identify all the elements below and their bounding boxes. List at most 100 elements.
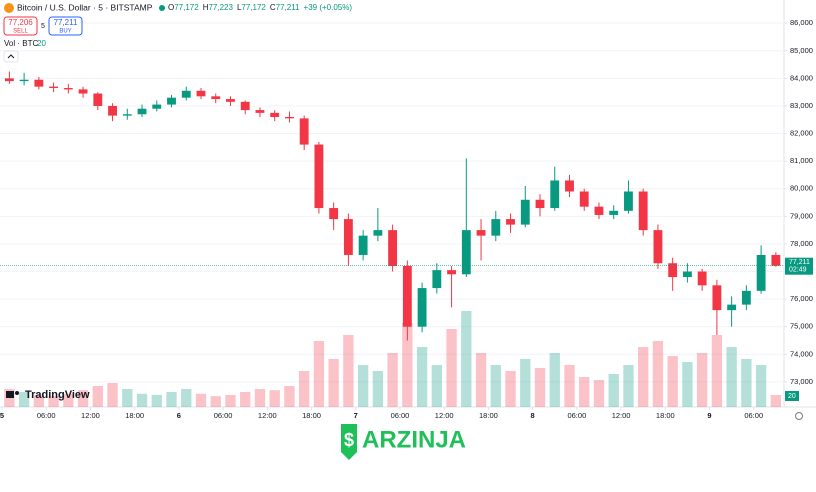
ohlc-key: L bbox=[237, 3, 242, 12]
candle-body bbox=[93, 93, 103, 106]
volume-bar bbox=[505, 371, 516, 407]
collapse-button[interactable] bbox=[3, 50, 19, 63]
candle-body bbox=[196, 90, 206, 97]
volume-bar bbox=[638, 347, 649, 407]
volume-bar bbox=[741, 359, 752, 407]
brand-shield bbox=[341, 424, 357, 460]
volume-bar bbox=[770, 395, 782, 407]
volume-bar bbox=[387, 353, 398, 407]
candle-body bbox=[417, 288, 427, 327]
x-tick-label: 12:00 bbox=[81, 411, 100, 420]
y-tick-label: 74,000 bbox=[790, 349, 813, 358]
volume-bar bbox=[77, 390, 89, 407]
ohlc-legend: O 77,172 H 77,223 L 77,172 C 77,211 +39 (+0.05%) bbox=[168, 3, 352, 12]
candle-body bbox=[771, 254, 781, 266]
volume-bar bbox=[313, 341, 325, 407]
volume-bar bbox=[33, 395, 45, 407]
volume-bar bbox=[520, 359, 531, 407]
x-tick-label: 6 bbox=[177, 411, 181, 420]
volume-bar bbox=[682, 362, 693, 407]
countdown-label: 02:49 bbox=[789, 267, 807, 274]
ohlc-key: C bbox=[270, 3, 276, 12]
volume-bar bbox=[195, 393, 207, 407]
plot-area bbox=[0, 22, 784, 407]
candle-body bbox=[624, 191, 633, 211]
volume-bar bbox=[122, 389, 133, 407]
volume-bar bbox=[755, 365, 767, 407]
volume-bar bbox=[328, 359, 339, 407]
candle-body bbox=[447, 270, 456, 275]
sell-price: 77,206 bbox=[8, 18, 33, 27]
tv-logo-mark bbox=[6, 391, 14, 398]
candle-body bbox=[358, 235, 368, 255]
volume-bar bbox=[461, 311, 472, 407]
spread: 5 bbox=[41, 23, 45, 30]
volume-bar bbox=[48, 396, 59, 407]
volume-bar bbox=[18, 392, 30, 407]
tradingview-logo: TradingView bbox=[25, 389, 90, 401]
candle-body bbox=[727, 304, 737, 311]
volume-bar bbox=[416, 347, 428, 407]
volume-bar bbox=[490, 365, 501, 407]
candle-body bbox=[402, 265, 412, 327]
volume-bar bbox=[151, 395, 162, 407]
candle-body bbox=[638, 191, 648, 231]
x-tick-label: 18:00 bbox=[479, 411, 498, 420]
candle-body bbox=[491, 219, 501, 236]
candle-body bbox=[122, 114, 132, 116]
y-tick-label: 78,000 bbox=[790, 239, 813, 248]
candle-body bbox=[285, 116, 294, 119]
volume-bar bbox=[652, 341, 664, 407]
y-tick-label: 75,000 bbox=[790, 322, 813, 331]
candle-body bbox=[63, 88, 73, 90]
candle-body bbox=[181, 90, 191, 98]
y-tick-label: 83,000 bbox=[790, 101, 813, 110]
candle-body bbox=[19, 79, 29, 82]
volume-bar bbox=[402, 323, 413, 407]
settings-icon[interactable] bbox=[795, 412, 803, 420]
buy-button[interactable] bbox=[48, 16, 83, 36]
candle-body bbox=[329, 208, 339, 220]
volume-bar bbox=[225, 395, 236, 407]
candle-body bbox=[712, 285, 722, 311]
x-tick-label: 7 bbox=[354, 411, 358, 420]
candle-body bbox=[668, 263, 678, 278]
y-tick-label: 79,000 bbox=[790, 211, 813, 220]
candle-body bbox=[609, 210, 619, 215]
y-tick-label: 81,000 bbox=[790, 156, 813, 165]
volume-bar bbox=[623, 365, 634, 407]
candle-body bbox=[226, 99, 235, 102]
volume-tag bbox=[785, 391, 799, 401]
last-price-tag bbox=[785, 257, 813, 275]
y-tick-label: 80,000 bbox=[790, 184, 813, 193]
x-tick-label: 5 bbox=[0, 411, 4, 420]
volume-bar bbox=[711, 335, 723, 407]
x-tick-label: 12:00 bbox=[435, 411, 454, 420]
x-tick-label: 06:00 bbox=[214, 411, 233, 420]
y-tick-label: 73,000 bbox=[790, 377, 813, 386]
volume-bar bbox=[240, 392, 251, 407]
volume-tag-label: 20 bbox=[788, 393, 796, 400]
sell-button[interactable] bbox=[3, 16, 38, 36]
x-tick-label: 06:00 bbox=[744, 411, 763, 420]
volume-bar bbox=[343, 335, 354, 407]
candle-body bbox=[240, 101, 250, 111]
x-tick-label: 18:00 bbox=[656, 411, 675, 420]
ohlc-change: +39 (+0.05%) bbox=[304, 3, 353, 12]
volume-value: 20 bbox=[37, 39, 46, 48]
ohlc-value: 77,223 bbox=[208, 3, 233, 12]
ohlc-key: H bbox=[203, 3, 209, 12]
volume-bar bbox=[446, 329, 457, 407]
volume-bar bbox=[579, 377, 590, 407]
x-tick-label: 18:00 bbox=[125, 411, 144, 420]
y-tick-label: 76,000 bbox=[790, 294, 813, 303]
candle-body bbox=[299, 118, 309, 145]
ohlc-value: 77,172 bbox=[241, 3, 266, 12]
x-tick-label: 8 bbox=[531, 411, 535, 420]
candle-body bbox=[137, 108, 147, 115]
buy-price: 77,211 bbox=[54, 18, 78, 27]
status-dot bbox=[159, 5, 165, 11]
candle-body bbox=[373, 230, 383, 236]
y-tick-label: 85,000 bbox=[790, 46, 813, 55]
x-tick-label: 06:00 bbox=[37, 411, 56, 420]
